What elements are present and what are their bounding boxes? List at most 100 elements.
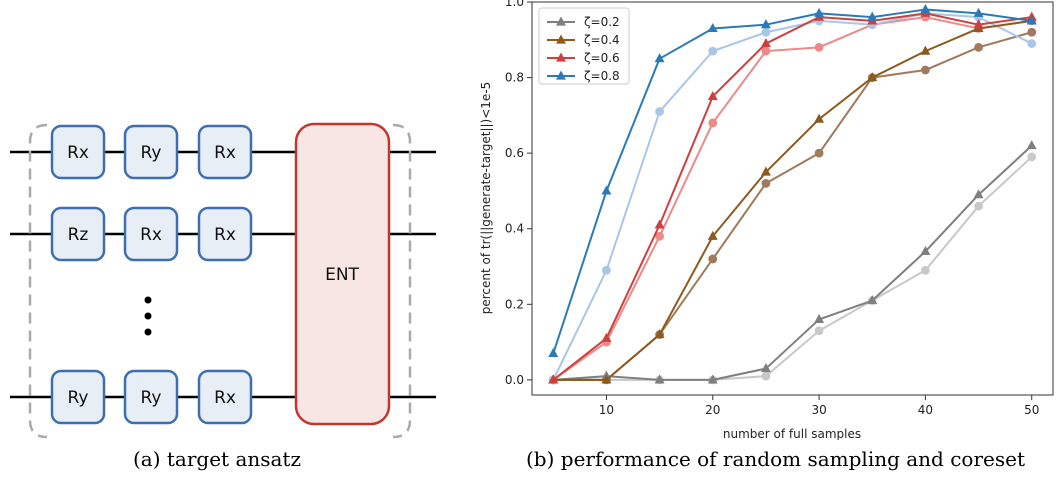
y-tick-label: 0.4: [505, 222, 524, 236]
gate-label: Rx: [214, 143, 236, 163]
gate: Rx: [197, 124, 253, 180]
data-point: [867, 295, 878, 305]
y-tick-label: 0.2: [505, 297, 524, 311]
caption-target-ansatz: (a) target ansatz: [133, 447, 302, 471]
data-point: [707, 374, 718, 384]
gate-label: Rx: [214, 388, 236, 408]
x-axis-label: number of full samples: [723, 427, 861, 440]
data-point: [1027, 27, 1037, 37]
x-tick-label: 40: [918, 403, 933, 417]
data-point: [973, 19, 984, 29]
series-coreset-4: [548, 152, 1037, 385]
gate-box: [123, 369, 179, 425]
legend-item: ζ=0.8: [547, 69, 620, 83]
gate: Rx: [197, 369, 253, 425]
data-point: [921, 65, 930, 75]
data-point: [654, 329, 665, 339]
x-tick-label: 20: [705, 403, 720, 417]
data-point: [814, 113, 825, 123]
x-tick-label: 50: [1024, 403, 1039, 417]
plot-area: [531, 1, 1054, 396]
data-point: [1026, 140, 1037, 150]
y-tick-label: 0.8: [505, 71, 524, 85]
gate-box: [197, 369, 253, 425]
gate: Ry: [50, 369, 106, 425]
series-line: [553, 19, 1032, 381]
dashed-bracket-right: [392, 123, 412, 439]
series-line: [552, 8, 1032, 354]
data-point: [654, 374, 665, 384]
ellipsis-dot: [144, 328, 152, 336]
ellipsis-dots: [144, 296, 152, 336]
data-point: [760, 38, 771, 48]
y-axis-label: percent of tr(||generate-target||)<1e-5: [479, 82, 493, 315]
y-tick-label: 1.0: [505, 0, 524, 9]
ellipsis-dot: [144, 312, 152, 320]
gate-label: Rx: [140, 225, 162, 245]
data-point: [760, 19, 771, 29]
data-point: [707, 230, 718, 240]
legend-marker: [556, 16, 566, 26]
series-layer: [548, 4, 1037, 385]
gate: Rx: [123, 206, 179, 262]
ent-label: ENT: [325, 265, 359, 285]
series-line: [553, 156, 1033, 381]
ent-block: ENT: [294, 122, 391, 426]
gate-box: [50, 369, 106, 425]
data-point: [654, 53, 665, 63]
gate-box: [197, 124, 253, 180]
x-axis-ticks: 10 20 30 40 50: [599, 395, 1039, 417]
data-point: [655, 107, 664, 116]
circuit-diagram: Rx Ry Rx Rz Rx Rx Ry Ry Rx ENT: [10, 122, 436, 439]
data-point: [760, 363, 771, 373]
data-point: [602, 265, 611, 275]
data-point: [548, 347, 559, 358]
legend-label: ζ=0.6: [584, 51, 620, 65]
series-line: [552, 16, 1032, 381]
data-point: [974, 201, 983, 211]
data-point: [708, 118, 718, 128]
data-point: [708, 46, 718, 56]
data-point: [867, 72, 878, 82]
gate-box: [197, 206, 253, 262]
ent-box: [294, 122, 391, 426]
series-line: [552, 12, 1032, 381]
data-point: [814, 326, 824, 336]
legend-label: ζ=0.4: [584, 33, 620, 47]
data-point: [921, 265, 930, 275]
legend-item: ζ=0.6: [547, 51, 620, 65]
data-point: [654, 219, 665, 229]
gate-box: [123, 124, 179, 180]
series-line: [552, 12, 1033, 381]
data-point: [814, 313, 825, 323]
gate-label: Ry: [141, 143, 162, 163]
y-tick-label: 0.6: [505, 146, 524, 160]
series-random-3: [548, 4, 1037, 358]
data-point: [708, 254, 718, 264]
legend-items: ζ=0.2 ζ=0.4 ζ=0.6 ζ=0.8: [547, 15, 620, 83]
y-tick-label: 0.0: [505, 373, 524, 387]
data-point: [601, 185, 612, 195]
data-point: [761, 46, 771, 56]
y-axis-ticks: 0.0 0.2 0.4 0.6 0.8 1.0: [505, 0, 532, 387]
data-point: [814, 148, 824, 158]
data-point: [920, 45, 931, 55]
x-tick-label: 10: [599, 403, 614, 417]
data-point: [920, 4, 931, 14]
data-point: [1027, 152, 1037, 162]
gate: Ry: [123, 124, 179, 180]
data-point: [973, 7, 984, 17]
series-line: [553, 144, 1033, 381]
data-point: [707, 22, 718, 33]
legend-marker: [556, 70, 566, 80]
caption-performance: (b) performance of random sampling and c…: [526, 447, 1025, 471]
data-point: [1026, 15, 1037, 25]
legend-marker: [556, 34, 566, 44]
x-tick-label: 30: [811, 403, 826, 417]
gate-label: Rx: [67, 143, 89, 163]
legend-marker: [556, 52, 566, 62]
data-point: [601, 332, 612, 342]
gate-label: Ry: [141, 388, 162, 408]
gate-box: [50, 206, 106, 262]
dashed-bracket-left: [28, 123, 48, 439]
